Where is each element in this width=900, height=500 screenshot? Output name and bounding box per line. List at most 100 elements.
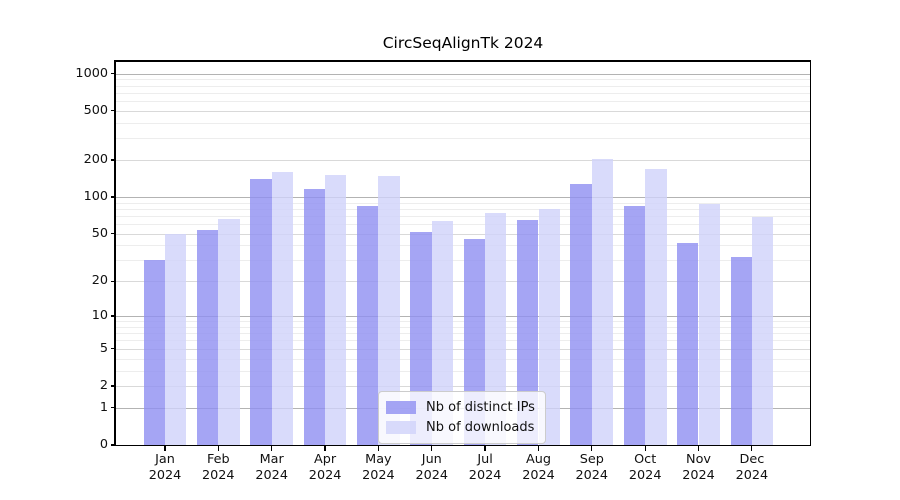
bar-distinct-ips-apr — [303, 189, 326, 445]
x-tick-mark — [697, 446, 700, 451]
bar-downloads-apr — [325, 174, 347, 445]
x-tick-mark — [217, 446, 220, 451]
x-tick-label: Dec 2024 — [715, 452, 789, 483]
y-tick-mark — [110, 232, 115, 235]
x-tick-label-month: Jan — [155, 452, 175, 467]
x-tick-mark — [271, 446, 273, 451]
x-tick-label-year: 2024 — [308, 467, 342, 483]
bar-distinct-ips-oct — [623, 205, 646, 445]
x-tick-label: Jun 2024 — [395, 452, 469, 483]
y-tick-mark — [110, 72, 115, 75]
x-tick-label-year: 2024 — [682, 467, 715, 483]
x-tick-label: Jul 2024 — [448, 452, 522, 483]
x-tick-label-month: Jul — [477, 452, 493, 467]
gridline — [116, 233, 810, 235]
gridline — [116, 260, 810, 262]
x-tick-label-year: 2024 — [575, 467, 609, 483]
legend-item-distinct-ips: Nb of distinct IPs — [386, 397, 536, 417]
gridline — [116, 202, 810, 204]
bar-distinct-ips-aug — [517, 219, 539, 445]
x-tick-label-year: 2024 — [522, 467, 555, 483]
gridline — [116, 358, 810, 360]
gridline — [116, 159, 810, 161]
x-tick-label: May 2024 — [341, 452, 415, 483]
gridline — [116, 321, 810, 323]
bottom-spine — [114, 444, 812, 447]
x-tick-label-month: Nov — [686, 452, 711, 467]
bar-downloads-nov — [698, 203, 720, 445]
y-tick-label: 20 — [91, 273, 108, 289]
gridline — [116, 138, 810, 140]
bar-downloads-feb — [218, 218, 240, 445]
y-tick-label: 50 — [91, 225, 108, 241]
x-tick-label-month: Aug — [526, 452, 551, 467]
bar-distinct-ips-mar — [250, 178, 272, 445]
x-tick-label: Nov 2024 — [662, 452, 736, 483]
x-tick-label-month: May — [365, 452, 392, 467]
x-tick-label: Apr 2024 — [288, 452, 362, 483]
y-tick-label: 2 — [99, 377, 108, 393]
bar-downloads-may — [378, 176, 400, 445]
x-tick-label-year: 2024 — [468, 467, 502, 483]
x-tick-mark — [537, 446, 540, 451]
x-tick-mark — [591, 446, 593, 451]
x-tick-label-month: Apr — [314, 452, 337, 467]
gridline — [116, 281, 810, 283]
x-tick-mark — [377, 446, 380, 451]
legend-swatch-downloads — [386, 420, 416, 434]
gridline — [116, 348, 810, 350]
legend-item-downloads: Nb of downloads — [386, 417, 536, 437]
x-tick-label: Jan 2024 — [128, 452, 202, 483]
gridline — [116, 110, 810, 112]
x-tick-label-year: 2024 — [415, 467, 449, 483]
x-tick-mark — [751, 446, 753, 451]
x-tick-label-year: 2024 — [628, 467, 662, 483]
right-spine — [809, 60, 812, 446]
x-tick-label: Sep 2024 — [555, 452, 629, 483]
legend: Nb of distinct IPs Nb of downloads — [378, 391, 546, 444]
bar-distinct-ips-nov — [677, 242, 699, 445]
x-tick-label: Feb 2024 — [181, 452, 255, 483]
left-spine — [114, 60, 116, 446]
gridline — [116, 208, 810, 210]
legend-label-distinct-ips: Nb of distinct IPs — [426, 399, 535, 415]
y-tick-label: 10 — [91, 308, 108, 324]
x-tick-label: Mar 2024 — [235, 452, 309, 483]
y-tick-label: 5 — [99, 340, 108, 356]
y-tick-label: 500 — [83, 102, 108, 118]
y-tick-label: 0 — [99, 437, 108, 452]
x-tick-mark — [484, 446, 486, 451]
y-tick-mark — [110, 385, 115, 387]
gridline — [116, 85, 810, 87]
x-tick-label: Oct 2024 — [608, 452, 682, 483]
bar-distinct-ips-jan — [143, 260, 165, 445]
bar-downloads-oct — [645, 169, 667, 445]
chart-title: CircSeqAlignTk 2024 — [382, 34, 544, 52]
gridline — [116, 340, 810, 342]
x-tick-label-month: Mar — [259, 452, 284, 467]
x-tick-label-year: 2024 — [202, 467, 235, 483]
x-tick-label: Aug 2024 — [502, 452, 576, 483]
x-tick-label-month: Jun — [421, 452, 442, 467]
x-tick-mark — [324, 446, 326, 451]
top-spine — [114, 60, 812, 62]
y-tick-mark — [110, 196, 115, 198]
x-tick-label-year: 2024 — [255, 467, 288, 483]
gridline — [116, 196, 810, 198]
y-tick-mark — [110, 110, 115, 112]
x-tick-mark — [164, 446, 166, 451]
x-tick-label-year: 2024 — [362, 467, 395, 483]
gridline — [116, 385, 810, 387]
y-tick-label: 200 — [83, 151, 108, 167]
gridline — [116, 245, 810, 247]
gridline — [116, 101, 810, 102]
y-tick-mark — [110, 280, 115, 282]
gridline — [116, 316, 810, 318]
legend-swatch-distinct-ips — [386, 400, 416, 414]
gridline — [116, 326, 810, 328]
y-tick-label: 1 — [99, 399, 108, 415]
bar-distinct-ips-sep — [570, 183, 592, 445]
bar-downloads-jan — [165, 233, 187, 445]
bar-downloads-jul — [485, 212, 507, 445]
